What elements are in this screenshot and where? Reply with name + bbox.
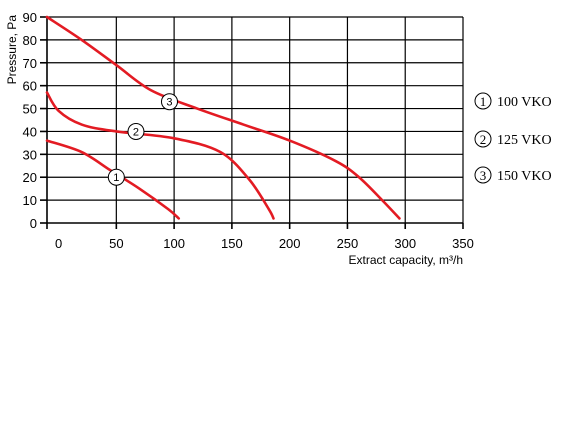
y-tick-label: 10	[23, 193, 37, 208]
curve-marker-circle	[160, 93, 178, 111]
x-tick-label: 100	[163, 236, 185, 251]
legend-label: 125 VKO	[497, 133, 552, 148]
chart-legend: 1 100 VKO 2 125 VKO 3 150 VKO	[474, 92, 552, 184]
x-tick-label: 350	[452, 236, 474, 251]
x-tick-label: 200	[279, 236, 301, 251]
y-tick-label: 50	[23, 102, 37, 117]
y-tick-label: 80	[23, 33, 37, 48]
series-line-1	[45, 139, 181, 220]
legend-number: 2	[480, 132, 487, 147]
curve-marker-number: 2	[133, 126, 139, 138]
chart-grid	[47, 16, 464, 223]
curve-marker-circle	[107, 168, 125, 186]
x-tick-label: 0	[55, 236, 62, 251]
x-tick-label: 250	[337, 236, 359, 251]
legend-number-circle	[474, 166, 492, 184]
curve-markers: 1 2 3	[107, 93, 178, 186]
legend-number: 3	[480, 168, 487, 183]
legend-number-circle	[474, 130, 492, 148]
x-tick-label: 300	[394, 236, 416, 251]
y-tick-label: 20	[23, 170, 37, 185]
curve-marker-circle	[127, 122, 145, 140]
legend-number-circle	[474, 92, 492, 110]
curve-marker-number: 3	[166, 97, 172, 109]
y-tick-label: 70	[23, 56, 37, 71]
y-axis-label: Pressure, Pa	[5, 15, 19, 85]
x-tick-label: 50	[109, 236, 123, 251]
x-axis-label: Extract capacity, m³/h	[349, 253, 463, 267]
y-tick-label: 40	[23, 124, 37, 139]
y-tick-label: 0	[30, 216, 37, 231]
legend-label: 100 VKO	[497, 95, 552, 110]
curve-marker-number: 1	[113, 172, 119, 184]
legend-number: 1	[480, 94, 487, 109]
legend-label: 150 VKO	[497, 169, 552, 184]
series-line-3	[45, 15, 401, 220]
y-tick-label: 90	[23, 10, 37, 25]
chart-axes: 0 10 20 30 40 50 60 70 80 90 0 50 100 150 200 250 300 350	[23, 10, 474, 251]
y-tick-label: 30	[23, 147, 37, 162]
x-tick-label: 150	[221, 236, 243, 251]
y-tick-label: 60	[23, 79, 37, 94]
chart-curves	[45, 15, 401, 220]
series-line-2	[45, 91, 275, 220]
